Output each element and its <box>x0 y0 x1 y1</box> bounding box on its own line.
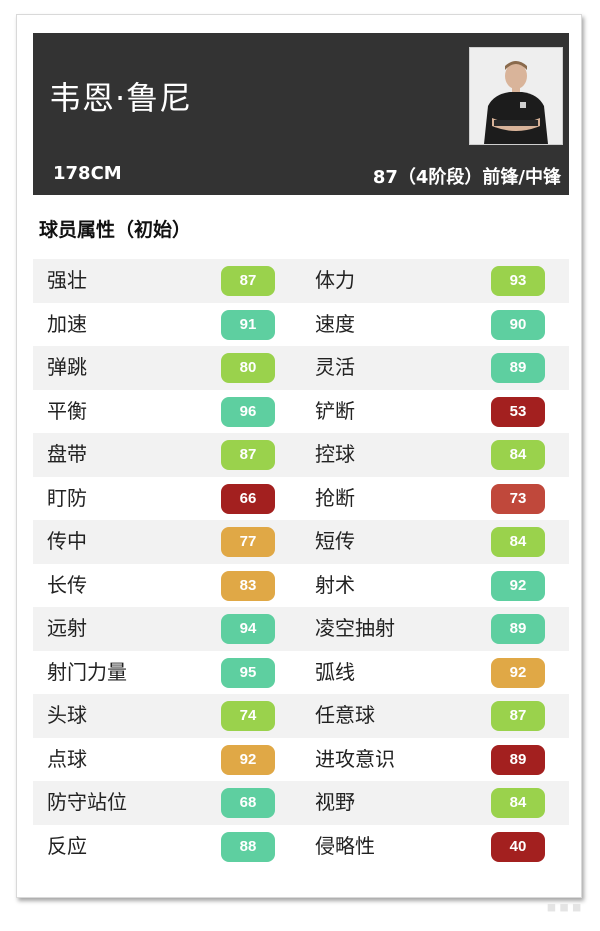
attribute-name: 任意球 <box>315 703 375 727</box>
attribute-name: 体力 <box>315 268 355 292</box>
attribute-name: 长传 <box>47 572 87 597</box>
attribute-list: 强壮 87 体力 93 加速 91 速度 90 弹跳 80 灵活 89 平衡 96 铲断 53 盘带 87 控球 84… <box>33 259 569 868</box>
section-title: 球员属性（初始） <box>39 219 192 241</box>
attribute-value-badge: 88 <box>221 831 275 862</box>
attribute-value-badge: 89 <box>491 744 545 775</box>
attribute-value-badge: 87 <box>221 440 275 470</box>
attribute-name: 点球 <box>47 746 87 771</box>
attribute-value-badge: 84 <box>491 788 545 818</box>
attribute-value-badge: 92 <box>491 570 545 601</box>
attribute-value-badge: 66 <box>221 483 275 514</box>
attribute-value-badge: 93 <box>491 266 545 296</box>
attribute-name: 凌空抽射 <box>315 616 395 640</box>
attribute-name: 灵活 <box>315 355 355 379</box>
attribute-name: 强壮 <box>47 268 87 292</box>
attribute-value-badge: 91 <box>221 309 275 340</box>
attribute-row: 平衡 96 铲断 53 <box>33 390 569 434</box>
attribute-row: 射门力量 95 弧线 92 <box>33 651 569 695</box>
attribute-name: 防守站位 <box>47 790 127 814</box>
attribute-row: 点球 92 进攻意识 89 <box>33 738 569 782</box>
attribute-value-badge: 74 <box>221 701 275 731</box>
attribute-row: 传中 77 短传 84 <box>33 520 569 564</box>
attribute-row: 远射 94 凌空抽射 89 <box>33 607 569 651</box>
attribute-value-badge: 84 <box>491 440 545 470</box>
attribute-value-badge: 40 <box>491 831 545 862</box>
attribute-value-badge: 89 <box>491 353 545 383</box>
attribute-name: 视野 <box>315 790 355 814</box>
attribute-row: 弹跳 80 灵活 89 <box>33 346 569 390</box>
attribute-name: 抢断 <box>315 485 355 510</box>
attribute-name: 传中 <box>47 529 87 553</box>
attribute-name: 反应 <box>47 833 87 858</box>
attribute-row: 头球 74 任意球 87 <box>33 694 569 738</box>
watermark-icon: ▪▪▪ <box>546 891 584 924</box>
attribute-name: 平衡 <box>47 398 87 423</box>
attribute-row: 反应 88 侵略性 40 <box>33 825 569 869</box>
attribute-name: 速度 <box>315 311 355 336</box>
player-header: 韦恩·鲁尼 178CM 87（4阶段）前锋/中锋 <box>33 33 569 195</box>
player-silhouette-icon <box>470 48 562 144</box>
attribute-value-badge: 84 <box>491 527 545 557</box>
attribute-value-badge: 95 <box>221 657 275 688</box>
attribute-value-badge: 90 <box>491 309 545 340</box>
attribute-name: 侵略性 <box>315 833 375 858</box>
attribute-name: 加速 <box>47 311 87 336</box>
player-rating-position: 87（4阶段）前锋/中锋 <box>372 167 561 188</box>
attribute-name: 射门力量 <box>47 659 127 684</box>
player-name: 韦恩·鲁尼 <box>49 79 193 117</box>
player-photo <box>469 47 563 145</box>
attribute-name: 头球 <box>47 703 87 727</box>
attribute-value-badge: 94 <box>221 614 275 644</box>
attribute-value-badge: 87 <box>491 701 545 731</box>
attribute-value-badge: 87 <box>221 266 275 296</box>
player-card: 韦恩·鲁尼 178CM 87（4阶段）前锋/中锋 球员属性（初始） 强壮 87 体力… <box>16 14 582 898</box>
attribute-name: 控球 <box>315 442 355 466</box>
attribute-value-badge: 53 <box>491 396 545 427</box>
attribute-row: 加速 91 速度 90 <box>33 303 569 347</box>
attribute-name: 射术 <box>315 572 355 597</box>
attribute-name: 远射 <box>47 616 87 640</box>
attribute-name: 弹跳 <box>47 355 87 379</box>
attribute-value-badge: 83 <box>221 570 275 601</box>
watermark-logo: ▪▪▪ <box>546 891 584 925</box>
attribute-name: 铲断 <box>315 398 355 423</box>
attribute-value-badge: 73 <box>491 483 545 514</box>
attribute-name: 盯防 <box>47 485 87 510</box>
attribute-row: 防守站位 68 视野 84 <box>33 781 569 825</box>
attribute-name: 进攻意识 <box>315 746 395 771</box>
attribute-value-badge: 92 <box>221 744 275 775</box>
attribute-value-badge: 89 <box>491 614 545 644</box>
attribute-row: 盘带 87 控球 84 <box>33 433 569 477</box>
attribute-name: 弧线 <box>315 659 355 684</box>
attribute-value-badge: 92 <box>491 657 545 688</box>
attribute-value-badge: 77 <box>221 527 275 557</box>
attribute-name: 短传 <box>315 529 355 553</box>
attribute-row: 强壮 87 体力 93 <box>33 259 569 303</box>
attribute-value-badge: 96 <box>221 396 275 427</box>
attribute-row: 长传 83 射术 92 <box>33 564 569 608</box>
player-height: 178CM <box>53 163 122 184</box>
attribute-row: 盯防 66 抢断 73 <box>33 477 569 521</box>
attribute-name: 盘带 <box>47 442 87 466</box>
attribute-value-badge: 80 <box>221 353 275 383</box>
attribute-value-badge: 68 <box>221 788 275 818</box>
